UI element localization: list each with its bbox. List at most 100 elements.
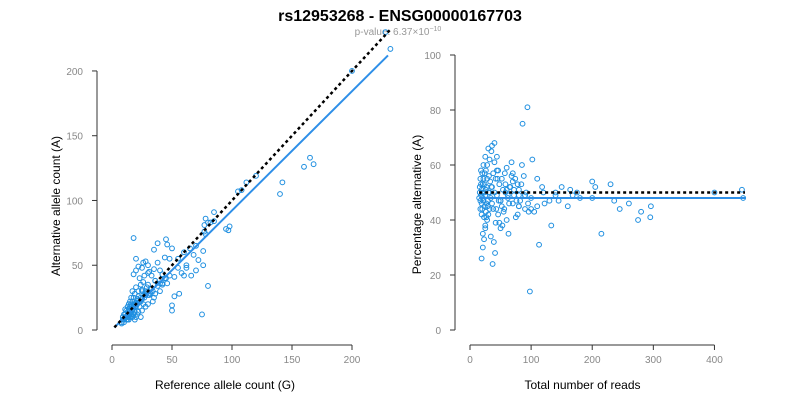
left-y-tick-label: 50: [72, 261, 84, 272]
right-y-tick-label: 60: [430, 161, 442, 172]
right-data-point: [488, 148, 495, 155]
right-data-point: [522, 206, 528, 212]
left-y-axis-title: Alternative allele count (A): [49, 136, 63, 276]
left-data-point: [183, 264, 190, 271]
left-data-point: [169, 245, 175, 252]
right-data-point: [503, 217, 510, 223]
right-data-point: [492, 175, 499, 182]
right-data-point: [484, 203, 491, 210]
right-data-point: [501, 170, 508, 177]
right-data-point: [487, 178, 494, 185]
right-data-point: [489, 142, 495, 149]
right-data-point: [526, 288, 533, 295]
right-data-point: [498, 203, 505, 210]
right-data-point: [506, 200, 513, 207]
left-fit-line: [113, 54, 389, 329]
left-data-point: [201, 222, 208, 228]
right-data-point: [482, 225, 489, 232]
left-data-point: [307, 154, 313, 161]
left-x-axis-title: Reference allele count (G): [155, 378, 295, 392]
right-y-axis-title: Percentage alternative (A): [410, 135, 424, 274]
left-y-tick-label: 100: [66, 196, 83, 207]
right-data-point: [635, 217, 641, 223]
left-data-point: [277, 191, 283, 197]
right-data-point: [486, 156, 493, 163]
right-data-point: [611, 197, 618, 204]
left-data-point: [183, 262, 190, 269]
left-data-point: [133, 255, 139, 262]
left-data-point: [211, 209, 217, 216]
right-data-point: [520, 173, 527, 179]
right-data-point: [481, 170, 488, 177]
right-data-point: [490, 239, 497, 245]
left-data-point: [187, 245, 193, 252]
left-data-point: [142, 258, 149, 265]
right-data-point: [477, 175, 484, 182]
right-x-tick-label: 100: [523, 355, 540, 366]
right-data-point: [503, 186, 510, 193]
right-data-point: [515, 203, 522, 210]
right-data-point: [490, 170, 497, 177]
left-x-tick-label: 0: [109, 355, 115, 366]
left-data-point: [135, 263, 142, 270]
left-data-point: [301, 163, 307, 170]
left-data-point: [133, 284, 139, 291]
right-data-point: [485, 145, 492, 152]
right-data-point: [495, 211, 502, 218]
right-data-point: [478, 167, 484, 174]
right-data-point: [531, 208, 538, 215]
right-data-point: [514, 181, 521, 188]
left-data-point: [211, 218, 217, 225]
right-data-point: [493, 167, 500, 174]
right-data-point: [479, 170, 486, 177]
left-data-point: [238, 187, 245, 194]
left-data-point: [139, 264, 145, 271]
right-data-point: [509, 170, 516, 177]
left-data-point: [200, 248, 207, 254]
right-data-point: [500, 186, 506, 193]
right-data-point: [509, 200, 516, 207]
left-data-point: [310, 161, 317, 168]
left-data-point: [171, 273, 178, 280]
left-data-point: [148, 272, 155, 279]
right-data-point: [481, 236, 487, 243]
right-data-point: [478, 181, 484, 188]
left-data-point: [349, 68, 355, 74]
left-data-point: [161, 254, 168, 261]
right-data-point: [496, 219, 503, 226]
right-data-point: [548, 222, 555, 229]
right-data-point: [555, 197, 562, 204]
right-data-point: [496, 181, 503, 188]
right-x-tick-label: 300: [645, 355, 662, 366]
right-data-point: [479, 206, 486, 212]
right-data-point: [493, 153, 500, 160]
right-data-point: [493, 206, 500, 212]
right-y-tick-label: 80: [430, 106, 442, 117]
right-data-point: [711, 189, 718, 196]
right-data-point: [484, 162, 491, 168]
left-data-point: [169, 302, 175, 309]
left-data-point: [195, 257, 202, 263]
p-value-exponent: −10: [429, 26, 441, 33]
p-value-text: p-value: 6.37×10: [355, 27, 430, 38]
right-data-point: [534, 203, 541, 210]
left-data-point: [171, 293, 178, 300]
left-data-point: [178, 270, 185, 276]
left-data-point: [151, 266, 157, 273]
left-data-point: [199, 311, 205, 318]
left-y-tick-label: 0: [77, 326, 83, 337]
right-y-tick-label: 40: [430, 216, 442, 227]
right-data-point: [638, 208, 645, 215]
right-data-point: [476, 184, 483, 190]
left-data-point: [205, 283, 211, 289]
chart-subtitle: p-value: 6.37×10−10: [355, 26, 442, 38]
right-scatter-panel: 0 100 200 300 400 0 20 40 60 80 100 Total number of…: [410, 51, 747, 392]
left-data-point: [193, 267, 199, 274]
right-data-point: [484, 175, 491, 182]
right-y-tick-label: 20: [430, 271, 442, 282]
left-data-point: [202, 215, 209, 222]
left-data-point: [164, 241, 171, 248]
left-data-point: [129, 288, 136, 295]
left-x-tick-label: 100: [224, 355, 241, 366]
